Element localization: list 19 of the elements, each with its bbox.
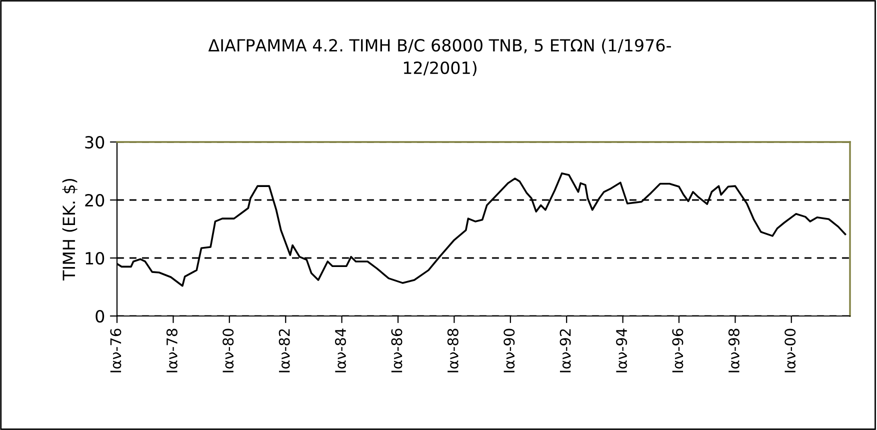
y-tick-label: 30 (85, 136, 104, 149)
y-tick-label: 10 (86, 252, 104, 265)
y-tick-label: 0 (96, 310, 104, 323)
x-tick-label: Ιαν-90 (504, 328, 515, 372)
y-tick-label: 20 (85, 194, 104, 207)
x-tick-label: Ιαν-94 (616, 328, 628, 372)
x-tick-label: Ιαν-86 (391, 328, 402, 372)
x-tick-label: Ιαν-84 (334, 328, 346, 372)
y-axis-title: ΤΙΜΗ (ΕΚ. $) (62, 178, 78, 281)
x-tick-label: Ιαν-82 (278, 329, 290, 372)
x-tick-label: Ιαν-78 (166, 328, 178, 372)
x-tick-label: Ιαν-80 (222, 328, 234, 372)
x-tick-label: Ιαν-00 (784, 328, 796, 372)
x-tick-label: Ιαν-76 (110, 328, 122, 372)
x-tick-label: Ιαν-92 (560, 329, 571, 372)
x-tick-label: Ιαν-98 (728, 328, 740, 372)
x-tick-label: Ιαν-96 (672, 328, 684, 372)
x-tick-label: Ιαν-88 (447, 328, 458, 372)
chart-title: ΔΙΑΓΡΑΜΜΑ 4.2. ΤΙΜΗ Β/C 68000 ΤΝΒ, 5 ΕΤΩΝ (1/1976- 12/2001) (208, 38, 671, 76)
